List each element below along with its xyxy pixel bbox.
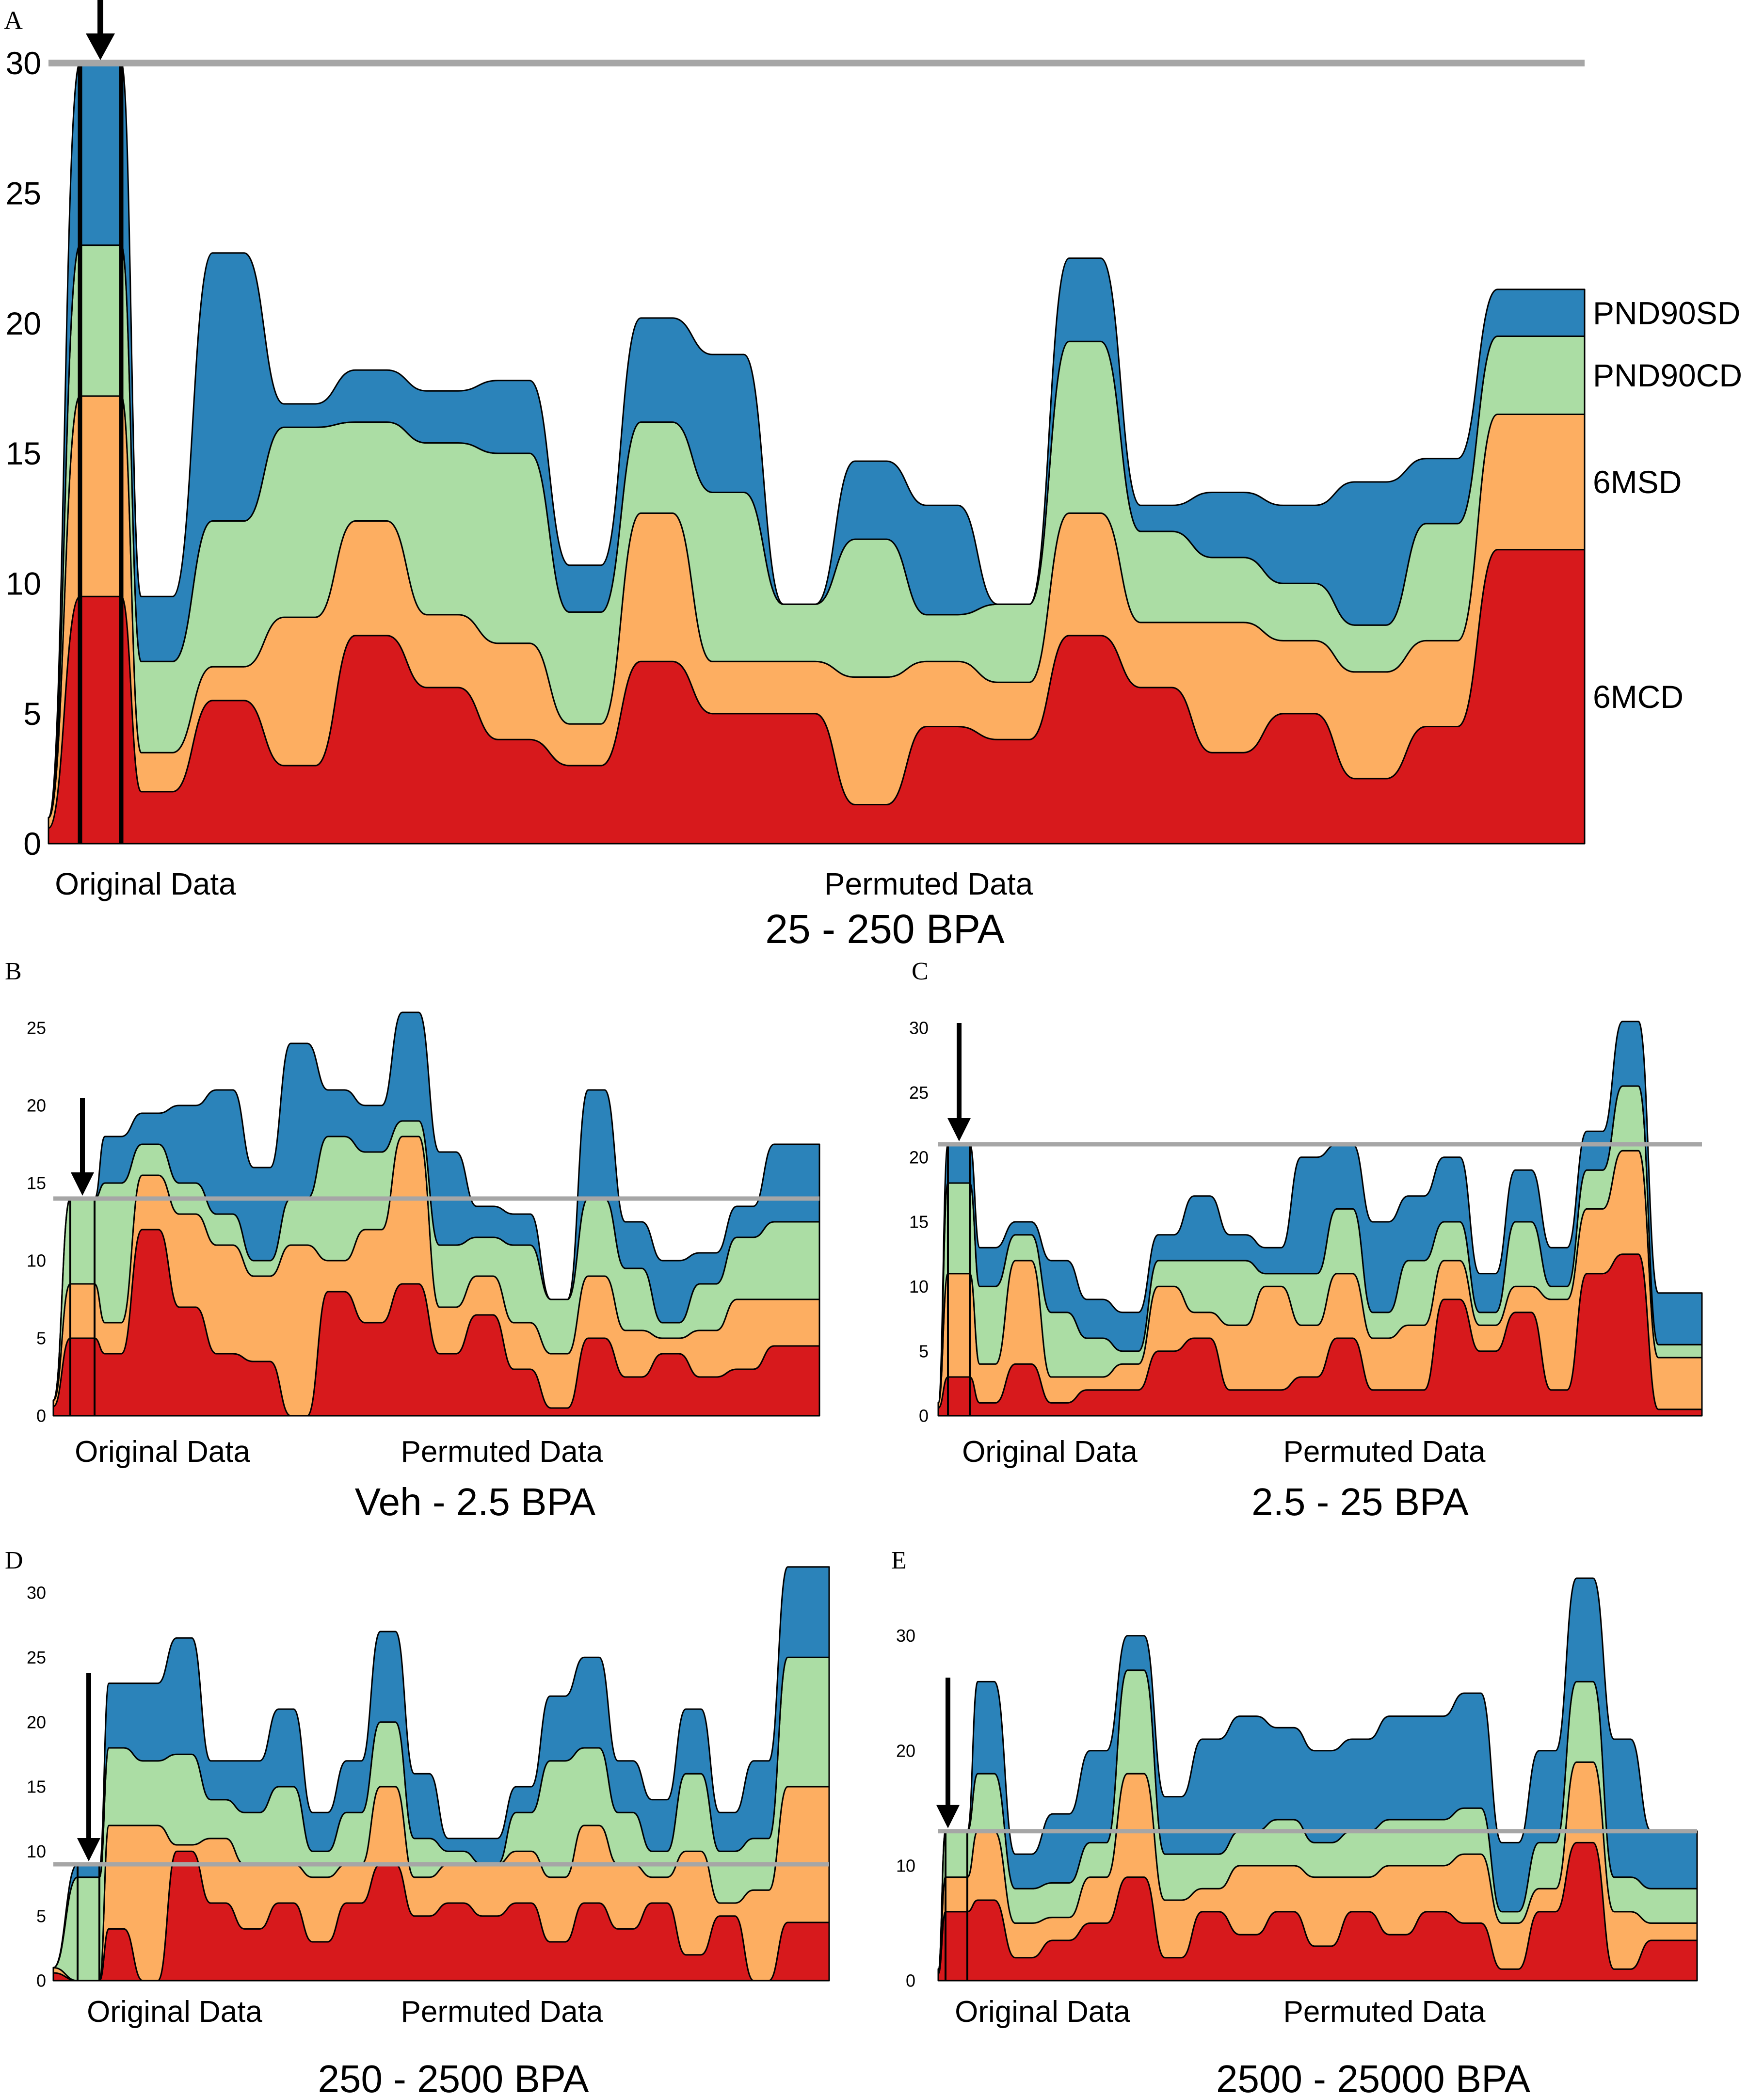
- x-label-permuted: Permuted Data: [401, 1435, 604, 1469]
- x-label-original: Original Data: [962, 1435, 1138, 1469]
- arrow-down-icon: [77, 1838, 100, 1861]
- panel-c: 0 5 10 15 20 25 30 C Original Data Permuted Data 2…: [909, 958, 1703, 1523]
- panel-letter: D: [5, 1547, 23, 1574]
- legend-pnd90cd: PND90CD: [1593, 357, 1742, 393]
- y-tick-label: 15: [27, 1777, 46, 1797]
- x-label-permuted: Permuted Data: [401, 1995, 604, 2029]
- panel-title: 25 - 250 BPA: [765, 906, 1004, 952]
- panel-title: 2.5 - 25 BPA: [1251, 1480, 1469, 1523]
- y-tick-label: 0: [36, 1971, 46, 1991]
- y-tick-label: 0: [23, 826, 41, 862]
- panel-d: 0 5 10 15 20 25 30D Original Data Permuted Data 2…: [5, 1547, 830, 2097]
- y-tick-label: 20: [6, 305, 41, 341]
- y-tick-label: 20: [27, 1712, 46, 1732]
- arrow-down-icon: [936, 1805, 960, 1828]
- y-tick-label: 0: [919, 1406, 929, 1426]
- y-tick-label: 20: [909, 1147, 929, 1167]
- y-tick-label: 10: [909, 1277, 929, 1297]
- panel-b: 0 5 10 15 20 25 B Original Data Permuted Data Veh…: [5, 958, 820, 1523]
- band-pnd90sd: [937, 1021, 1703, 1404]
- y-tick-label: 25: [6, 175, 41, 211]
- panel-letter: B: [5, 958, 22, 985]
- y-tick-label: 15: [27, 1173, 46, 1193]
- panel-letter: C: [912, 958, 929, 985]
- panel-title: 2500 - 25000 BPA: [1216, 2057, 1531, 2095]
- x-label-permuted: Permuted Data: [824, 866, 1033, 901]
- x-label-permuted: Permuted Data: [1283, 1435, 1486, 1469]
- panel-title: Veh - 2.5 BPA: [355, 1480, 596, 1523]
- arrow-down-icon: [71, 1172, 94, 1196]
- legend-6mcd: 6MCD: [1593, 679, 1684, 715]
- arrow-down-icon: [86, 33, 115, 60]
- y-tick-label: 25: [27, 1648, 46, 1667]
- y-tick-label: 15: [6, 435, 41, 471]
- y-tick-label: 20: [27, 1096, 46, 1116]
- x-label-permuted: Permuted Data: [1283, 1995, 1486, 2029]
- legend-6msd: 6MSD: [1593, 464, 1682, 500]
- panel-letter: E: [891, 1547, 907, 1574]
- x-label-original: Original Data: [75, 1435, 250, 1469]
- y-tick-label: 20: [896, 1741, 915, 1761]
- y-tick-label: 5: [36, 1329, 46, 1348]
- x-label-original: Original Data: [955, 1995, 1130, 2029]
- y-tick-label: 0: [906, 1971, 915, 1991]
- panel-letter: A: [4, 6, 23, 35]
- y-tick-label: 25: [909, 1083, 929, 1103]
- y-tick-label: 25: [27, 1018, 46, 1038]
- arrow-down-icon: [947, 1118, 971, 1141]
- y-tick-label: 5: [36, 1906, 46, 1926]
- panel-e: 0 10 20 30 E Original Data Permuted Data 2500 -…: [891, 1547, 1698, 2097]
- panel-title: 250 - 2500 BPA: [318, 2057, 590, 2095]
- y-tick-label: 30: [896, 1626, 915, 1646]
- y-tick-label: 10: [27, 1251, 46, 1271]
- y-tick-label: 5: [919, 1341, 929, 1361]
- legend-pnd90sd: PND90SD: [1593, 295, 1740, 331]
- band-pnd90sd: [48, 62, 1586, 818]
- y-tick-label: 10: [6, 565, 41, 601]
- y-tick-label: 10: [896, 1856, 915, 1875]
- x-label-original: Original Data: [55, 866, 236, 901]
- y-tick-label: 30: [6, 45, 41, 81]
- y-tick-label: 10: [27, 1841, 46, 1861]
- y-tick-label: 0: [36, 1406, 46, 1426]
- panel-a: 0 5 10 15 20 25 30 A Original Data Permuted Data 2…: [4, 0, 1742, 952]
- y-tick-label: 30: [909, 1018, 929, 1038]
- y-tick-label: 30: [27, 1583, 46, 1603]
- band-pnd90sd: [52, 1566, 830, 1969]
- y-tick-label: 5: [23, 696, 41, 732]
- y-tick-label: 15: [909, 1212, 929, 1232]
- x-label-original: Original Data: [87, 1995, 262, 2029]
